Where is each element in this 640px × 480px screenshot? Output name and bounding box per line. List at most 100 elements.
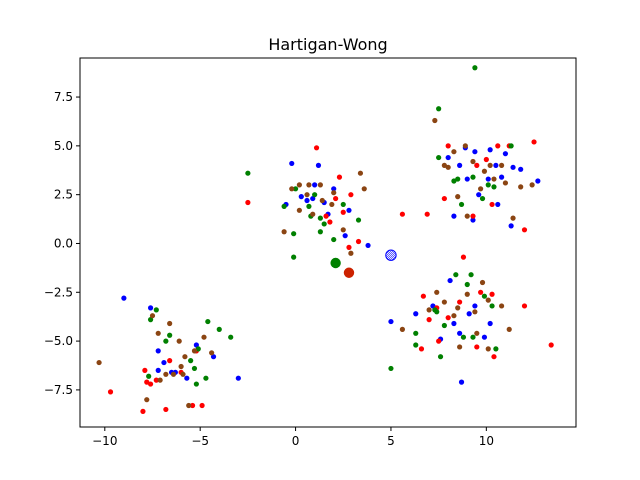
data-point [426,307,432,313]
data-point [521,227,528,233]
axis-layer: −10 −5 0 5 10 −7.5 −5.0 −2.5 0.0 2.5 5.0 7.5 [44,90,494,448]
data-point [147,317,154,323]
data-point [491,176,497,182]
data-point [313,145,320,151]
y-tick-label: −7.5 [44,383,73,397]
data-point [336,174,343,180]
data-point [329,201,335,208]
data-point [457,344,463,350]
data-point [445,143,451,149]
data-point [434,309,440,315]
data-point [203,375,209,381]
points-layer [96,65,554,414]
data-point [346,244,352,250]
data-point [245,170,251,176]
data-point [493,346,499,352]
data-point [445,164,451,170]
data-point [186,402,192,409]
data-point [348,192,354,198]
data-point [96,359,102,366]
data-point [201,334,207,340]
data-point [340,209,346,215]
data-point [445,154,451,161]
data-point [451,149,457,155]
data-point [437,354,444,360]
data-point [413,311,419,317]
data-point [506,326,512,332]
data-point [510,164,516,170]
data-point [340,201,346,208]
data-point [455,176,461,182]
data-point [457,330,463,336]
data-point [153,307,159,313]
data-point [464,281,470,288]
data-point [451,320,457,327]
data-point [413,330,419,336]
data-point [155,367,161,373]
data-point [153,377,159,383]
data-point [167,332,173,338]
data-point [447,277,453,284]
y-tick-label: 0.0 [54,236,73,250]
data-point [436,154,442,161]
data-point [485,176,491,182]
data-point [182,354,188,360]
plot-area-frame [79,57,577,428]
data-point [462,143,468,149]
data-point [455,194,461,200]
data-point [432,117,438,124]
data-point [487,147,493,153]
data-point [508,223,514,229]
data-point [470,213,476,219]
data-point [474,330,480,336]
data-point [468,272,474,278]
data-point [365,242,371,249]
data-point [289,186,295,192]
data-point [521,303,528,309]
data-point [193,381,199,387]
data-point [140,408,146,414]
x-tick-label: −5 [191,434,209,448]
data-point [388,318,394,325]
data-point [121,295,127,301]
data-point [155,330,161,336]
data-point [485,346,491,352]
data-point [348,250,354,256]
data-point [333,195,339,202]
y-tick-label: 2.5 [54,188,73,202]
data-point [451,313,457,319]
data-point [485,297,491,303]
data-point [170,371,177,377]
y-tick-label: 5.0 [54,139,73,153]
data-point [191,365,198,372]
centroid-layer [330,249,397,278]
data-point [458,379,465,385]
chart-title: Hartigan-Wong [268,35,387,54]
data-point [487,162,493,168]
data-point [167,320,173,327]
data-point [199,402,205,409]
data-point [472,309,478,315]
data-point [327,219,333,225]
data-point [210,354,217,360]
data-point [451,213,457,219]
data-point [346,207,352,213]
data-point [291,254,297,260]
data-point [472,149,478,155]
data-point [317,229,323,235]
data-point [321,221,327,227]
data-point [491,184,497,190]
data-point [470,158,476,165]
data-point [178,363,184,370]
data-point [483,156,489,163]
centroid-marker [330,257,341,269]
data-point [167,358,173,364]
data-point [193,342,199,348]
data-point [493,162,499,168]
data-point [499,162,505,168]
data-point [470,174,476,180]
data-point [424,211,430,217]
data-point [487,320,493,327]
data-point [481,293,488,299]
